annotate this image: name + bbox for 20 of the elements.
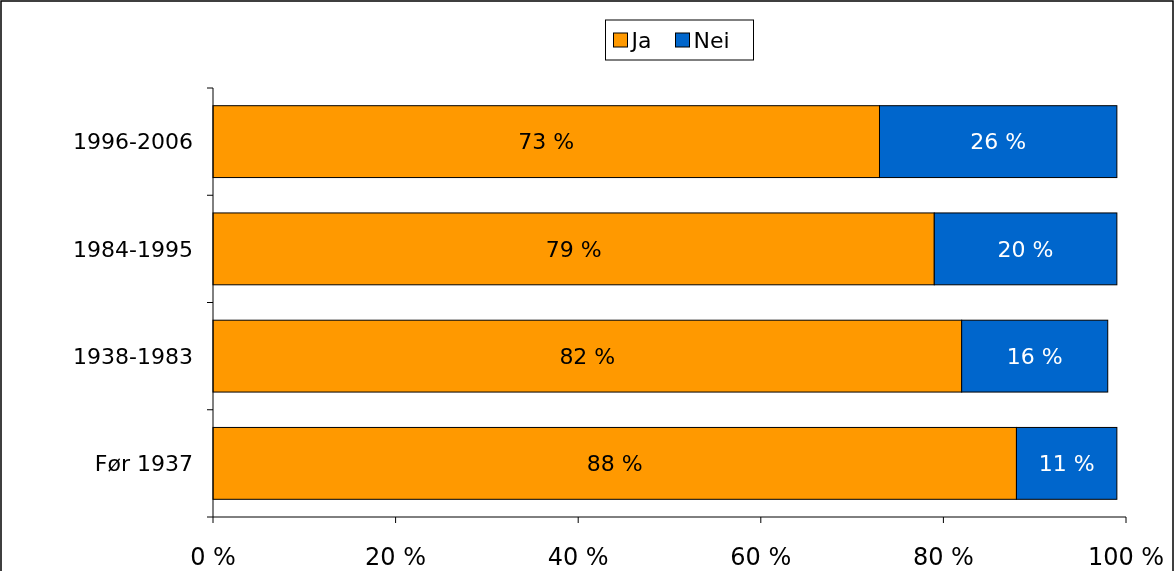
- y-tick-label: 1938-1983: [73, 343, 193, 369]
- data-label: 20 %: [997, 236, 1054, 262]
- data-label: 88 %: [586, 451, 643, 477]
- x-tick-label: 0 %: [190, 543, 236, 571]
- data-label: 16 %: [1006, 343, 1063, 369]
- data-label: 73 %: [518, 129, 575, 155]
- y-tick-label: 1996-2006: [73, 129, 193, 155]
- x-tick-label: 20 %: [365, 543, 427, 571]
- legend-label: Nei: [693, 27, 730, 53]
- data-label: 79 %: [545, 236, 602, 262]
- x-tick-label: 60 %: [730, 543, 792, 571]
- x-tick-label: 40 %: [547, 543, 609, 571]
- data-label: 82 %: [559, 343, 616, 369]
- legend-label: Ja: [629, 27, 652, 53]
- data-label: 11 %: [1038, 451, 1095, 477]
- y-tick-label: 1984-1995: [73, 236, 193, 262]
- y-tick-label: Før 1937: [94, 451, 193, 477]
- x-tick-label: 100 %: [1087, 543, 1165, 571]
- x-tick-label: 80 %: [912, 543, 974, 571]
- data-label: 26 %: [970, 129, 1027, 155]
